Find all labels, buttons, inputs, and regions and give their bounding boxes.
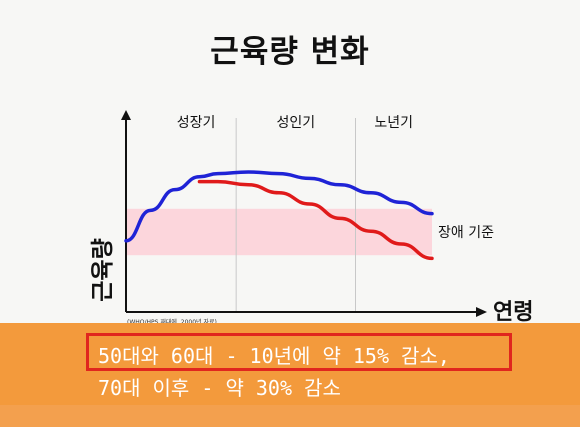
phase-layer: 성장기 성인기 노년기 (177, 115, 413, 312)
note-band (0, 323, 580, 405)
phase-label: 성인기 (277, 115, 316, 131)
series-line-red (197, 179, 434, 261)
threshold-band-label: 장애 기준 (438, 225, 494, 241)
note-line-1: 50대와 60대 - 10년에 약 15% 감소, (98, 344, 450, 368)
bottom-band (0, 405, 580, 427)
note-line-2: 70대 이후 - 약 30% 감소 (98, 376, 341, 400)
note-highlight-box (86, 333, 512, 371)
x-axis-label: 연령 (493, 300, 533, 325)
phase-label: 성장기 (177, 115, 216, 131)
threshold-band (126, 208, 432, 256)
phase-label: 노년기 (374, 115, 413, 131)
x-axis-arrow (476, 307, 487, 317)
source-note: (WHO/HPS 재대에, 2000년 자료) (127, 318, 217, 326)
slide-title: 근육량 변화 (210, 34, 370, 70)
series-layer (124, 170, 434, 261)
y-axis-arrow (121, 110, 131, 120)
y-axis-label: 근육량 (90, 238, 116, 301)
series-line-blue (124, 170, 434, 243)
